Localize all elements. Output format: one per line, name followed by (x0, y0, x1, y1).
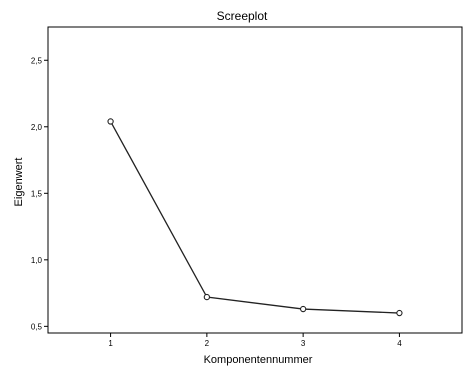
y-tick-label: 1,0 (31, 256, 43, 265)
y-tick-label: 0,5 (31, 322, 43, 331)
x-axis: 1 2 3 4 (108, 333, 402, 348)
series-line (110, 121, 400, 314)
x-tick-label: 3 (301, 339, 306, 348)
y-axis: 0,5 1,0 1,5 2,0 2,5 (31, 56, 48, 331)
data-point (107, 118, 114, 125)
x-axis-label: Komponentennummer (204, 354, 313, 366)
y-axis-label: Eigenwert (13, 158, 25, 207)
data-point (396, 309, 403, 317)
x-tick-label: 4 (397, 339, 402, 348)
series-eigenwert (107, 118, 403, 317)
chart-title: Screeplot (217, 9, 268, 23)
x-tick-label: 1 (108, 339, 113, 348)
y-tick-label: 2,0 (31, 123, 43, 132)
x-tick-label: 2 (205, 339, 210, 348)
y-tick-label: 1,5 (31, 189, 43, 198)
plot-area (47, 26, 463, 334)
y-tick-label: 2,5 (31, 56, 43, 65)
data-point (203, 293, 211, 301)
data-point (299, 305, 307, 313)
